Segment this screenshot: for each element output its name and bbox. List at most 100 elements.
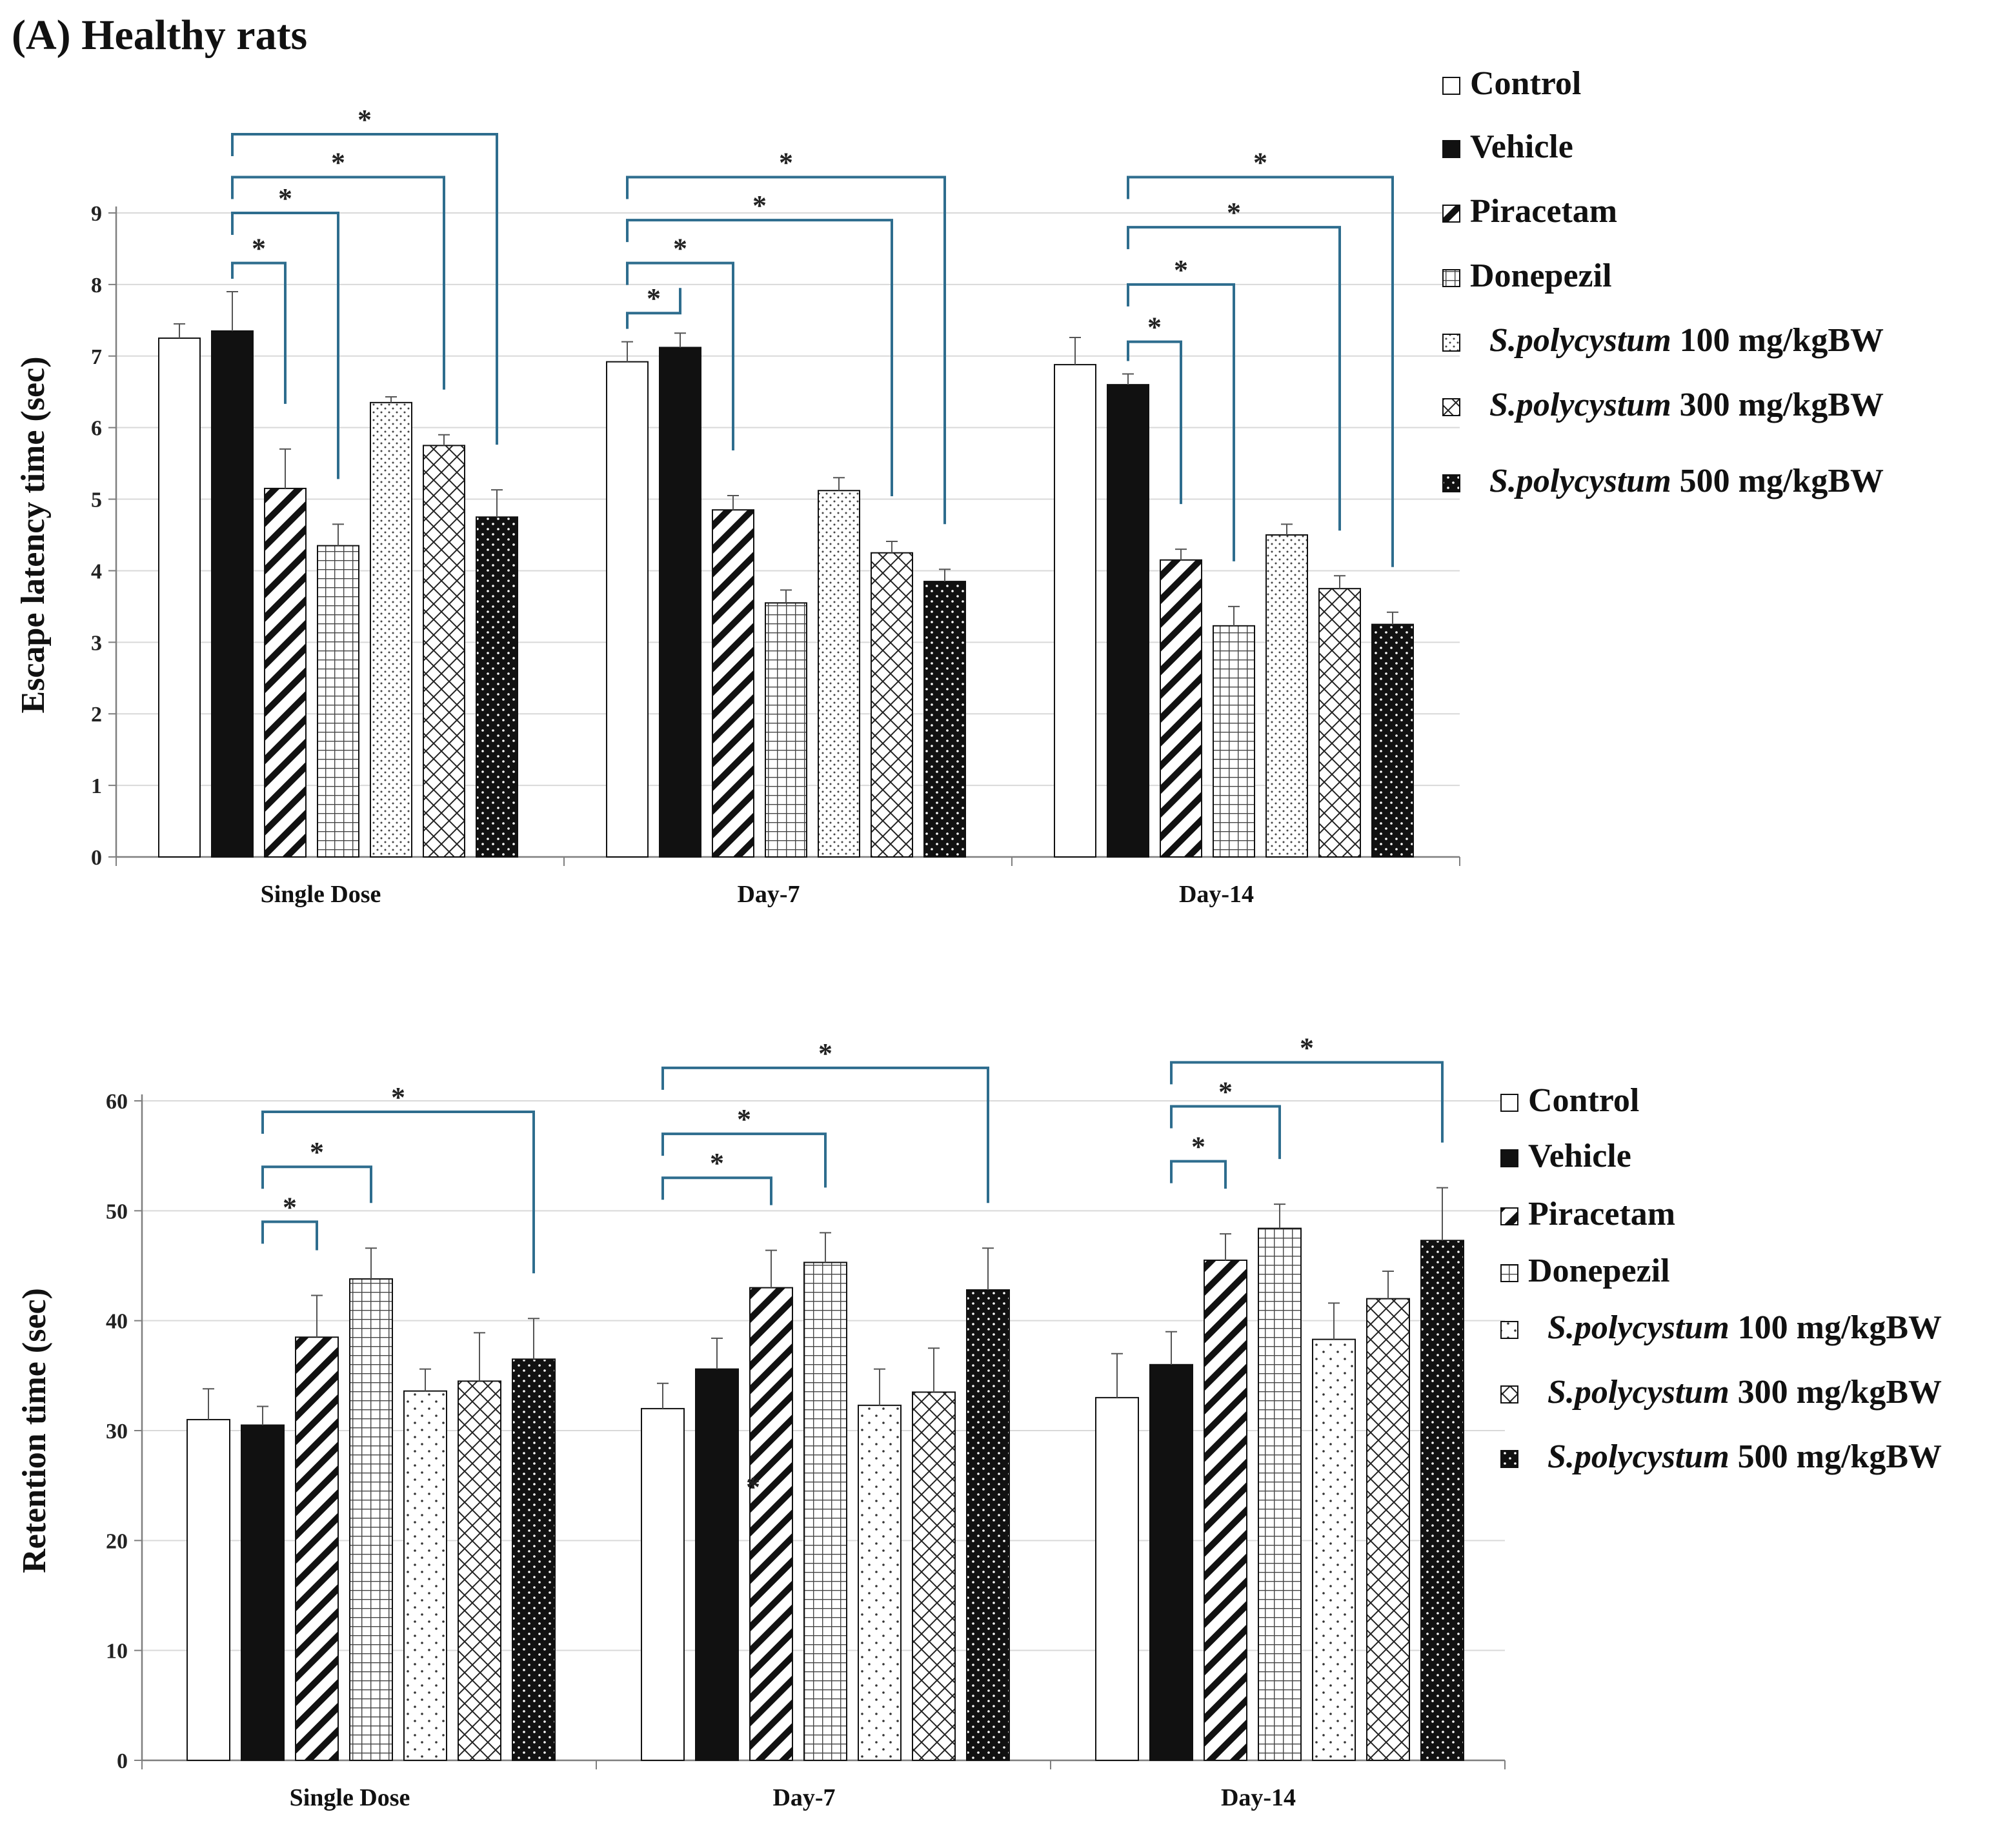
y-tick-label: 7 [91,345,102,369]
y-tick-label: 20 [106,1529,128,1553]
y-tick-label: 2 [91,703,102,727]
bar-vehicle-day-7 [695,1368,739,1761]
significance-bracket [261,1220,318,1251]
significance-star: * [818,1038,832,1069]
bar-donepezil-single-dose [349,1278,393,1761]
bar-piracetam-day-14 [1160,559,1202,858]
legend-swatch-vehicle-fill [1442,140,1460,158]
legend-label-s-polycystum-100-mg-kgbw: S.polycystum 100 mg/kgBW [1547,1309,1942,1346]
legend-label-donepezil: Donepezil [1470,257,1612,294]
escape-latency-chart: 0 1 2 3 4 5 6 7 8 9 Escape latency time (sec) Singl… [15,104,1460,908]
figure-title: (A) Healthy rats [12,12,307,59]
significance-star: * [331,147,345,179]
y-tick-label: 0 [117,1749,128,1773]
significance-star: * [737,1103,751,1135]
significance-star: * [310,1136,324,1168]
legend-swatch-donepezil-fill [1500,1264,1518,1282]
y-tick-label: 8 [91,274,102,297]
significance-bracket [1127,283,1235,561]
bar-s-polycystum-100-mg-kgbw-day-14 [1312,1338,1356,1761]
bar-s-polycystum-500-mg-kgbw-day-7 [966,1289,1010,1762]
bar-s-polycystum-500-mg-kgbw-day-7 [923,581,966,858]
y-tick-label: 10 [106,1640,128,1664]
significance-star: * [779,147,793,179]
significance-star: * [752,190,767,221]
bar-s-polycystum-300-mg-kgbw-single-dose [423,445,465,858]
retention-time-chart: 0 10 20 30 40 50 60 Retention time (sec) Single … [16,1032,1506,1811]
significance-star: * [278,183,292,214]
legend-label-s-polycystum-100-mg-kgbw: S.polycystum 100 mg/kgBW [1489,322,1884,359]
significance-star: * [1174,254,1188,286]
significance-bracket [661,1132,827,1188]
significance-bracket [1127,340,1182,505]
significance-star: * [1253,147,1267,179]
legend-label-s-polycystum-300-mg-kgbw: S.polycystum 300 mg/kgBW [1489,387,1884,423]
y-tick-label: 30 [106,1420,128,1444]
bar-donepezil-day-14 [1258,1227,1302,1761]
significance-bracket [231,133,498,445]
significance-star: * [391,1082,405,1113]
bar-piracetam-single-dose [264,487,307,858]
significance-star: * [1191,1131,1205,1163]
bar-donepezil-single-dose [317,545,359,858]
bar-s-polycystum-300-mg-kgbw-day-14 [1366,1298,1410,1761]
legend-label-donepezil: Donepezil [1528,1253,1670,1289]
significance-bracket [626,219,893,496]
significance-bracket [1127,176,1394,567]
y-tick-label: 5 [91,488,102,512]
bar-s-polycystum-500-mg-kgbw-single-dose [512,1358,556,1762]
significance-bracket [261,1111,535,1274]
bar-vehicle-day-14 [1107,384,1149,858]
bar-piracetam-single-dose [295,1336,339,1761]
legend-swatch-donepezil-fill [1442,269,1460,287]
annotation-star: * [746,1471,760,1503]
y-axis-label: Retention time (sec) [16,1288,53,1573]
bar-piracetam-day-14 [1204,1259,1247,1761]
legend-swatch-sp100-fill [1500,1321,1518,1339]
significance-bracket [1127,226,1341,531]
significance-bracket [1170,1061,1444,1143]
legend-swatch-vehicle-fill [1500,1149,1518,1167]
y-tick-label: 60 [106,1090,128,1114]
significance-bracket [231,261,287,404]
y-tick-label: 1 [91,774,102,798]
bar-s-polycystum-100-mg-kgbw-day-14 [1265,534,1308,858]
category-label-day-14: Day-14 [1221,1784,1296,1811]
significance-star: * [647,283,661,314]
category-label-day-7: Day-7 [772,1784,835,1811]
bar-control-single-dose [158,337,201,858]
bar-donepezil-day-7 [803,1262,847,1761]
y-tick-label: 6 [91,417,102,441]
y-tick-label: 3 [91,631,102,655]
legend-label-vehicle: Vehicle [1470,128,1573,165]
legend-swatch-piracetam-fill [1442,205,1460,223]
significance-bracket [626,176,946,525]
bar-s-polycystum-100-mg-kgbw-single-dose [370,401,412,858]
legend-swatch-piracetam-fill [1500,1207,1518,1225]
category-label-single-dose: Single Dose [290,1784,410,1811]
y-axis-label: Escape latency time (sec) [15,356,52,713]
category-label-day-7: Day-7 [737,881,800,908]
bar-s-polycystum-300-mg-kgbw-day-7 [871,552,913,858]
legend-label-s-polycystum-300-mg-kgbw: S.polycystum 300 mg/kgBW [1547,1374,1942,1411]
bar-vehicle-day-14 [1149,1363,1193,1762]
bar-s-polycystum-300-mg-kgbw-single-dose [458,1380,501,1762]
legend-swatch-sp300-fill [1442,398,1460,416]
bar-vehicle-single-dose [211,330,254,858]
bar-s-polycystum-300-mg-kgbw-day-7 [912,1391,956,1761]
legend-label-vehicle: Vehicle [1528,1138,1631,1174]
significance-star: * [252,233,266,265]
significance-star: * [710,1147,724,1179]
significance-bracket [626,288,681,329]
significance-star: * [283,1191,297,1223]
retention-time-legend: Control Vehicle Piracetam Donepezil S.polycy… [1500,1082,1942,1475]
y-tick-label: 50 [106,1200,128,1223]
legend-swatch-sp300-fill [1500,1385,1518,1403]
significance-bracket [1170,1105,1281,1160]
bar-control-single-dose [186,1418,230,1761]
significance-star: * [1218,1076,1233,1108]
legend-label-piracetam: Piracetam [1470,193,1617,230]
significance-bracket [1170,1160,1227,1189]
bar-piracetam-day-7 [749,1287,793,1761]
